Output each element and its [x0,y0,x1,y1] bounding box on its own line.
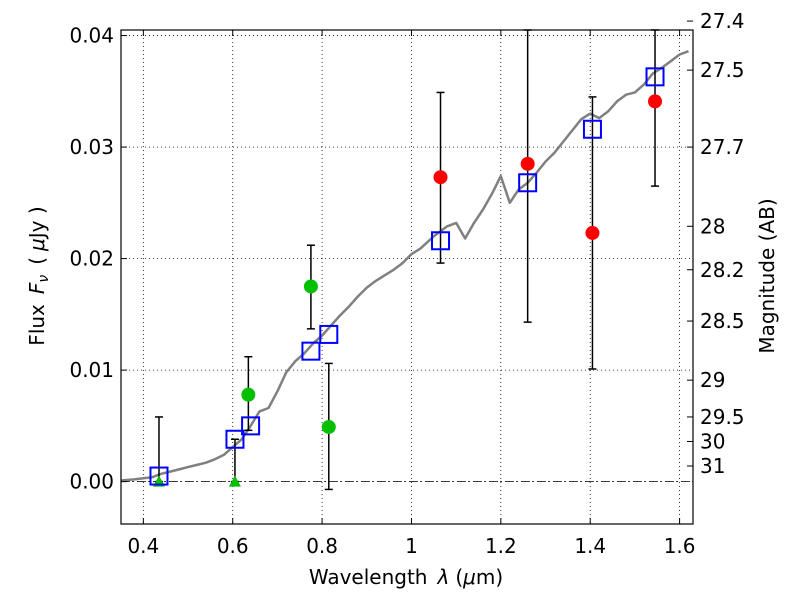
upper-limit-marker [228,475,241,487]
data-point-red [648,94,663,109]
ticks: 0.4 0.6 0.8 1 1.2 1.4 1.6 0.00 0.01 0.02 0.03 0.04 2… [69,9,744,558]
y-tick-label: 0.01 [69,358,114,382]
model-photometry-square [431,231,451,251]
model-photometry-square [645,67,665,87]
data-point-green [321,419,336,434]
model-sed-line [120,50,689,482]
y2-tick-label: 27.7 [700,135,745,159]
y2-tick-label: 30 [700,429,725,453]
x-tick-label: 1.2 [485,534,517,558]
x-axis-title: Wavelength λ (μm) [309,565,503,589]
y-tick-label: 0.04 [69,24,114,48]
y-tick-label: 0.03 [69,135,114,159]
x-tick-label: 1.6 [664,534,696,558]
data-point-red [585,225,600,240]
model-photometry-square [582,119,602,139]
y-axis-title: FluxFν(μJy ) [25,206,52,345]
y2-tick-label: 28.5 [700,309,745,333]
model-photometry-square [241,416,261,436]
model-photometry-square [518,173,538,193]
model-photometry-square [301,341,321,361]
y2-tick-label: 27.5 [700,58,745,82]
data-point-red [433,170,448,185]
y2-axis-title: Magnitude (AB) [755,198,779,353]
model-photometry-square [225,429,245,449]
y2-tick-label: 28 [700,214,725,238]
plot-frame [120,29,694,525]
x-tick-label: 0.8 [306,534,338,558]
y2-tick-label: 31 [700,454,725,478]
x-tick-label: 1 [405,534,418,558]
grid [121,30,693,524]
data-point-green [303,279,318,294]
data-point-green [241,387,256,402]
x-tick-label: 1.4 [574,534,606,558]
model-photometry-square [149,466,169,486]
y-tick-label: 0.00 [69,470,114,494]
data-markers [149,67,665,487]
y2-tick-label: 29 [700,368,725,392]
y2-tick-label: 28.2 [700,258,745,282]
x-tick-label: 0.6 [217,534,249,558]
y-tick-label: 0.02 [69,247,114,271]
x-tick-label: 0.4 [127,534,159,558]
y2-tick-label: 29.5 [700,405,745,429]
y2-tick-label: 27.4 [700,9,745,33]
data-point-red [520,156,535,171]
model-photometry-square [319,324,339,344]
